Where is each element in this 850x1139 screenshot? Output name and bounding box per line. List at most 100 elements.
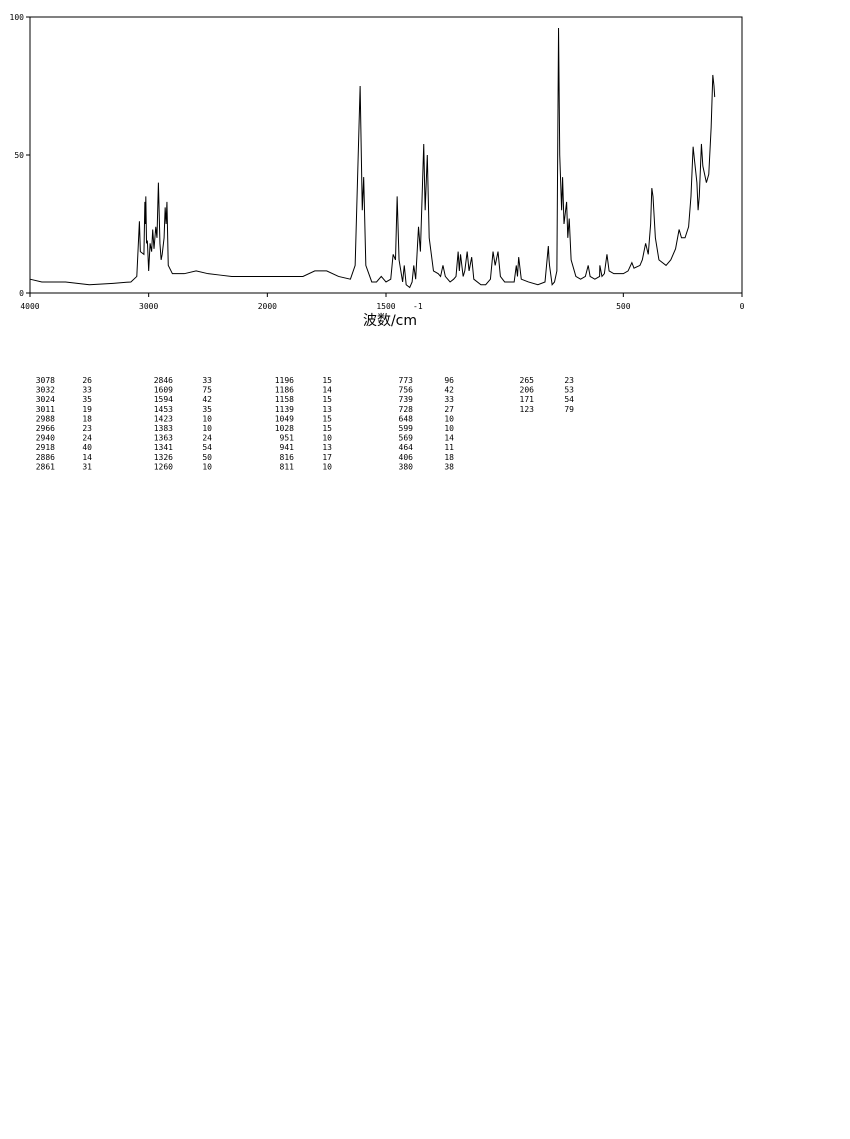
peak-intensity: 54 xyxy=(202,443,212,452)
peak-wavenumber: 648 xyxy=(399,414,414,423)
peak-wavenumber: 1341 xyxy=(154,443,173,452)
peak-wavenumber: 816 xyxy=(280,453,295,462)
peak-wavenumber: 3024 xyxy=(36,395,55,404)
peak-wavenumber: 728 xyxy=(399,405,414,414)
x-axis-title-superscript: -1 xyxy=(413,302,423,311)
peak-intensity: 24 xyxy=(202,434,212,443)
peak-wavenumber: 1260 xyxy=(154,462,173,471)
peak-intensity: 33 xyxy=(82,386,92,395)
peak-wavenumber: 1028 xyxy=(275,424,294,433)
peak-intensity: 33 xyxy=(444,395,454,404)
peak-intensity: 79 xyxy=(564,405,574,414)
peak-wavenumber: 265 xyxy=(520,376,535,385)
peak-intensity: 42 xyxy=(202,395,212,404)
peak-wavenumber: 773 xyxy=(399,376,414,385)
peak-intensity: 10 xyxy=(444,424,454,433)
y-tick-label: 50 xyxy=(14,151,24,160)
peak-wavenumber: 756 xyxy=(399,386,414,395)
peak-wavenumber: 599 xyxy=(399,424,414,433)
peak-intensity: 53 xyxy=(564,386,574,395)
peak-wavenumber: 1594 xyxy=(154,395,173,404)
peak-wavenumber: 1453 xyxy=(154,405,173,414)
peak-intensity: 50 xyxy=(202,453,212,462)
peak-wavenumber: 1196 xyxy=(275,376,294,385)
peak-wavenumber: 1423 xyxy=(154,414,173,423)
peak-wavenumber: 1609 xyxy=(154,386,173,395)
peak-wavenumber: 2966 xyxy=(36,424,55,433)
x-tick-label: 4000 xyxy=(20,302,39,311)
peak-intensity: 18 xyxy=(82,414,92,423)
peak-intensity: 15 xyxy=(322,395,332,404)
peak-intensity: 13 xyxy=(322,405,332,414)
peak-intensity: 18 xyxy=(444,453,454,462)
peak-intensity: 54 xyxy=(564,395,574,404)
peak-intensity: 24 xyxy=(82,434,92,443)
peak-intensity: 19 xyxy=(82,405,92,414)
peak-intensity: 10 xyxy=(202,414,212,423)
peak-intensity: 35 xyxy=(82,395,92,404)
peak-wavenumber: 3032 xyxy=(36,386,55,395)
x-tick-label: 3000 xyxy=(139,302,158,311)
peak-wavenumber: 951 xyxy=(280,434,295,443)
peak-intensity: 75 xyxy=(202,386,212,395)
peak-intensity: 13 xyxy=(322,443,332,452)
peak-intensity: 14 xyxy=(82,453,92,462)
peak-intensity: 33 xyxy=(202,376,212,385)
peak-wavenumber: 569 xyxy=(399,434,414,443)
peak-intensity: 35 xyxy=(202,405,212,414)
y-tick-label: 0 xyxy=(19,289,24,298)
peak-wavenumber: 2940 xyxy=(36,434,55,443)
peak-intensity: 15 xyxy=(322,424,332,433)
x-tick-label: 0 xyxy=(740,302,745,311)
peak-intensity: 10 xyxy=(322,434,332,443)
peak-intensity: 40 xyxy=(82,443,92,452)
peak-wavenumber: 1363 xyxy=(154,434,173,443)
peak-wavenumber: 1158 xyxy=(275,395,294,404)
peak-wavenumber: 2918 xyxy=(36,443,55,452)
peak-intensity: 10 xyxy=(444,414,454,423)
peak-intensity: 23 xyxy=(564,376,574,385)
spectrum-line xyxy=(29,28,716,289)
y-tick-label: 100 xyxy=(10,13,25,22)
peak-intensity: 15 xyxy=(322,376,332,385)
peak-intensity: 23 xyxy=(82,424,92,433)
peak-wavenumber: 1139 xyxy=(275,405,294,414)
peak-wavenumber: 739 xyxy=(399,395,414,404)
x-tick-label: 500 xyxy=(616,302,631,311)
peak-wavenumber: 123 xyxy=(520,405,535,414)
peak-intensity: 14 xyxy=(444,434,454,443)
peak-wavenumber: 406 xyxy=(399,453,414,462)
x-tick-label: 2000 xyxy=(258,302,277,311)
peak-intensity: 15 xyxy=(322,414,332,423)
peak-wavenumber: 3011 xyxy=(36,405,55,414)
x-tick-label: 1500 xyxy=(376,302,395,311)
peak-wavenumber: 3078 xyxy=(36,376,55,385)
peak-wavenumber: 2988 xyxy=(36,414,55,423)
peak-wavenumber: 941 xyxy=(280,443,295,452)
peak-wavenumber: 206 xyxy=(520,386,535,395)
peak-intensity: 11 xyxy=(444,443,454,452)
x-axis-title: 波数/cm xyxy=(363,313,417,329)
peak-wavenumber: 171 xyxy=(520,395,535,404)
peak-wavenumber: 2846 xyxy=(154,376,173,385)
peak-intensity: 14 xyxy=(322,386,332,395)
peak-intensity: 42 xyxy=(444,386,454,395)
peak-intensity: 10 xyxy=(202,462,212,471)
peak-intensity: 27 xyxy=(444,405,454,414)
peak-intensity: 38 xyxy=(444,462,454,471)
peak-wavenumber: 380 xyxy=(399,462,414,471)
peak-wavenumber: 811 xyxy=(280,462,295,471)
peak-intensity: 10 xyxy=(322,462,332,471)
peak-wavenumber: 2886 xyxy=(36,453,55,462)
peak-wavenumber: 464 xyxy=(399,443,414,452)
peak-intensity: 96 xyxy=(444,376,454,385)
peak-wavenumber: 1326 xyxy=(154,453,173,462)
peak-intensity: 31 xyxy=(82,462,92,471)
plot-frame xyxy=(29,16,743,294)
peak-wavenumber: 1186 xyxy=(275,386,294,395)
peak-wavenumber: 1383 xyxy=(154,424,173,433)
peak-intensity: 17 xyxy=(322,453,332,462)
peak-wavenumber: 1049 xyxy=(275,414,294,423)
peak-intensity: 10 xyxy=(202,424,212,433)
